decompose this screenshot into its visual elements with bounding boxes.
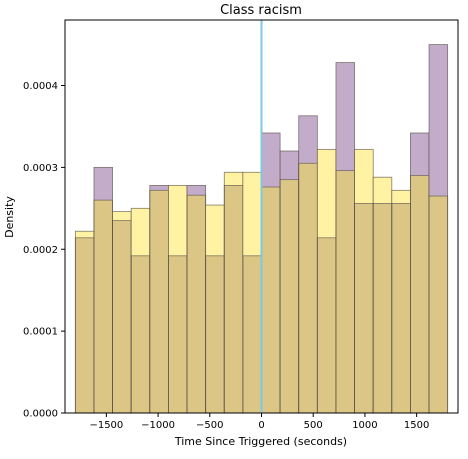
x-tick-label: 1000	[352, 420, 377, 431]
histogram-bar-excess	[410, 132, 430, 176]
histogram-bar-excess	[354, 149, 374, 204]
histogram-bar-excess	[261, 132, 281, 188]
histogram-bar-overlap	[391, 203, 411, 413]
x-axis-ticks: −1500 −1000 −500 0 500 1000 1500	[89, 413, 429, 431]
chart-title: Class racism	[220, 3, 302, 18]
y-tick-label: 0.0004	[23, 81, 58, 92]
histogram-bar-overlap	[224, 185, 243, 413]
x-tick-label: 0	[258, 420, 264, 431]
histogram-bar-overlap	[93, 200, 113, 413]
histogram-bar-overlap	[298, 163, 318, 413]
y-tick-label: 0.0000	[23, 409, 58, 420]
x-tick-label: 500	[304, 420, 323, 431]
histogram-bar-overlap	[429, 196, 448, 413]
histogram-bar-excess	[391, 190, 411, 204]
histogram-bar-overlap	[242, 255, 262, 413]
histogram-bar-excess	[149, 185, 169, 191]
histogram-bar-overlap	[354, 203, 374, 413]
histogram-bar-excess	[112, 211, 132, 221]
histogram-bar-overlap	[335, 170, 355, 413]
histogram-bar-excess	[224, 172, 243, 186]
x-tick-label: −1000	[141, 420, 175, 431]
histogram-bar-overlap	[75, 237, 94, 413]
histogram-bar-overlap	[149, 190, 169, 413]
histogram-bar-excess	[205, 205, 225, 256]
bars-layer	[74, 44, 449, 414]
x-tick-label: −500	[196, 420, 223, 431]
y-tick-label: 0.0001	[23, 327, 58, 338]
y-tick-label: 0.0002	[23, 245, 58, 256]
histogram-bar-overlap	[187, 195, 206, 413]
histogram-bar-excess	[93, 167, 113, 201]
histogram-bar-overlap	[112, 220, 132, 413]
histogram-bar-excess	[298, 115, 318, 164]
histogram-bar-excess	[168, 185, 188, 256]
y-axis-label: Density	[3, 196, 16, 238]
histogram-bar-overlap	[280, 179, 299, 413]
histogram-bar-excess	[280, 151, 299, 180]
histogram-bar-overlap	[168, 255, 188, 413]
x-tick-label: −1500	[89, 420, 123, 431]
x-tick-label: 1500	[404, 420, 429, 431]
histogram-bar-overlap	[261, 187, 281, 413]
histogram-bar-excess	[131, 208, 150, 256]
histogram-bar-overlap	[410, 175, 430, 413]
y-axis-ticks: 0.0000 0.0001 0.0002 0.0003 0.0004	[23, 81, 65, 420]
histogram-bar-excess	[373, 177, 392, 204]
histogram-bar-excess	[242, 172, 262, 256]
histogram-bar-overlap	[317, 237, 336, 413]
histogram-bar-overlap	[205, 255, 225, 413]
histogram-bar-excess	[429, 44, 448, 197]
x-axis-label: Time Since Triggered (seconds)	[174, 435, 347, 448]
histogram-bar-excess	[335, 62, 355, 171]
y-tick-label: 0.0003	[23, 163, 58, 174]
histogram-bar-overlap	[131, 255, 150, 413]
histogram-bar-overlap	[373, 203, 392, 413]
histogram-bar-excess	[187, 185, 206, 196]
histogram-bar-excess	[317, 149, 336, 238]
histogram-bar-excess	[75, 231, 94, 238]
